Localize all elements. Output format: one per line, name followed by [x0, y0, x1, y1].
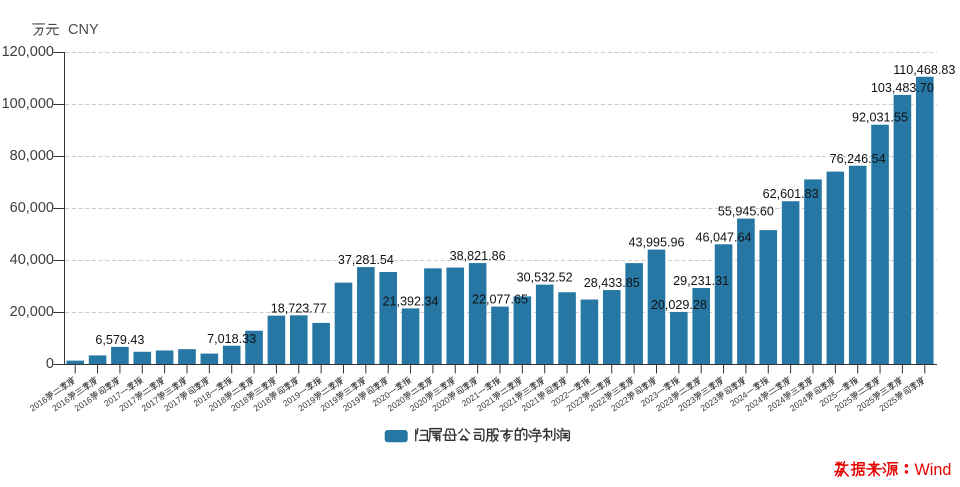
svg-text:62,601.83: 62,601.83 [763, 187, 819, 201]
svg-text:22,077.65: 22,077.65 [472, 293, 528, 307]
svg-text:20,029.28: 20,029.28 [651, 298, 707, 312]
svg-text:43,995.96: 43,995.96 [628, 236, 684, 250]
svg-text:7,018.33: 7,018.33 [207, 332, 256, 346]
svg-text:103,483.70: 103,483.70 [871, 81, 934, 95]
svg-text:0: 0 [46, 356, 54, 372]
svg-text:CNY: CNY [68, 22, 99, 38]
svg-text:38,821.86: 38,821.86 [450, 249, 506, 263]
svg-text:60,000: 60,000 [10, 200, 54, 216]
svg-text:21,392.34: 21,392.34 [383, 294, 439, 308]
svg-text:30,532.52: 30,532.52 [517, 271, 573, 285]
svg-text:92,031.55: 92,031.55 [852, 111, 908, 125]
svg-text:120,000: 120,000 [2, 44, 54, 60]
svg-text:76,246.54: 76,246.54 [830, 152, 886, 166]
svg-text:28,433.85: 28,433.85 [584, 276, 640, 290]
svg-text:46,047.64: 46,047.64 [696, 230, 752, 244]
svg-text:40,000: 40,000 [10, 252, 54, 268]
svg-text:20,000: 20,000 [10, 304, 54, 320]
svg-text:55,945.60: 55,945.60 [718, 205, 774, 219]
svg-text:37,281.54: 37,281.54 [338, 253, 394, 267]
svg-text:6,579.43: 6,579.43 [95, 333, 144, 347]
svg-text:110,468.83: 110,468.83 [893, 63, 955, 77]
svg-text:29,231.31: 29,231.31 [673, 274, 729, 288]
svg-text:Wind: Wind [915, 461, 952, 479]
svg-text:18,723.77: 18,723.77 [271, 301, 327, 315]
svg-text:100,000: 100,000 [2, 96, 54, 112]
svg-text:80,000: 80,000 [10, 148, 54, 164]
